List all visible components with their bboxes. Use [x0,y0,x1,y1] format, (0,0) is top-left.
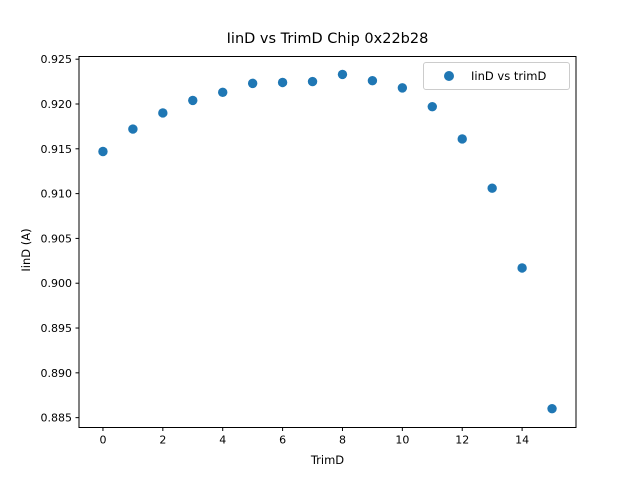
legend-box: IinD vs trimD [423,62,570,90]
chart-title: IinD vs TrimD Chip 0x22b28 [226,31,429,47]
y-axis-label: IinD (A) [19,228,33,272]
x-axis-tick-label: 6 [279,434,286,447]
x-axis-tick-label: 0 [99,434,106,447]
data-point [487,183,497,193]
y-axis-tick-label: 0.920 [41,98,73,111]
data-point [457,134,467,144]
y-axis-tick-label: 0.915 [41,143,73,156]
x-axis-tick-label: 12 [455,434,469,447]
x-axis-tick-label: 10 [395,434,409,447]
plot-border [78,56,577,428]
data-point [307,76,318,87]
x-axis-label: TrimD [310,453,345,467]
data-point [277,77,288,88]
data-point [188,95,198,106]
x-axis-tick-label: 2 [159,434,166,447]
data-point [337,69,348,80]
legend-scatter-marker-icon [444,71,454,81]
data-point [427,101,437,112]
y-axis-tick-label: 0.925 [41,53,73,66]
x-axis-tick-label: 4 [219,434,226,447]
legend-series-label: IinD vs trimD [471,69,547,83]
data-point [128,124,138,134]
data-point [397,83,408,93]
data-point [247,78,258,89]
data-point [517,263,527,273]
y-axis-tick-label: 0.900 [41,277,73,290]
y-axis-tick-label: 0.890 [41,367,73,380]
data-point [367,75,378,86]
x-axis-tick-label: 8 [339,434,346,447]
data-point [158,108,168,118]
data-point [98,146,108,157]
y-axis-tick-label: 0.905 [41,232,73,245]
y-axis-tick-label: 0.895 [41,322,73,335]
y-axis-tick-label: 0.910 [41,188,73,201]
y-axis-tick-label: 0.885 [41,412,73,425]
x-axis-tick-label: 14 [515,434,529,447]
data-point [547,403,557,414]
data-point [218,87,228,98]
